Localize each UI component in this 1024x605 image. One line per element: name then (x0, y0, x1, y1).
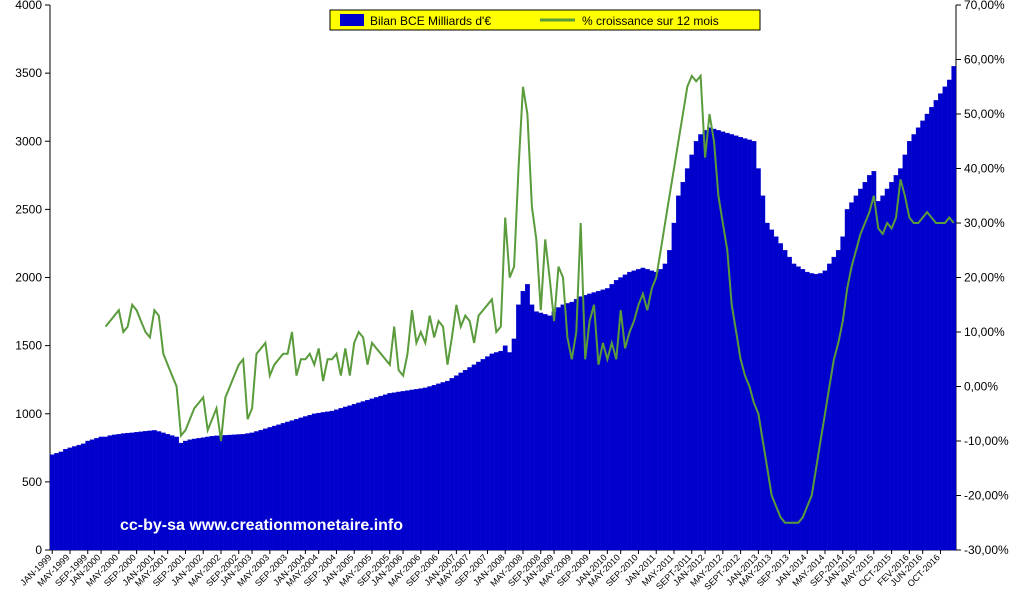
y-right-tick-label: 20,00% (964, 271, 1005, 285)
attribution-text: cc-by-sa www.creationmonetaire.info (120, 517, 403, 534)
chart-svg: 0 500 1000 1500 2000 2500 3000 3500 4000 -30,00% -… (0, 0, 1024, 605)
legend-swatch-bar (340, 14, 364, 26)
y-right-tick-label: 70,00% (964, 0, 1005, 12)
y-left-tick-label: 1500 (15, 339, 42, 353)
y-right-tick-label: -30,00% (964, 543, 1009, 557)
y-left-tick-label: 3500 (15, 66, 42, 80)
y-right-tick-label: 50,00% (964, 107, 1005, 121)
y-left-tick-label: 0 (35, 543, 42, 557)
y-left-tick-label: 2000 (15, 271, 42, 285)
y-right-tick-label: -10,00% (964, 434, 1009, 448)
legend-label-line: % croissance sur 12 mois (582, 14, 719, 28)
legend-label-bar: Bilan BCE Milliards d'€ (370, 14, 491, 28)
y-left-tick-label: 500 (22, 475, 42, 489)
y-right-tick-label: 40,00% (964, 162, 1005, 176)
y-right-tick-label: 0,00% (964, 380, 998, 394)
y-left-tick-label: 2500 (15, 202, 42, 216)
y-right-tick-label: 60,00% (964, 53, 1005, 67)
y-left-tick-label: 1000 (15, 407, 42, 421)
y-right-tick-label: -20,00% (964, 489, 1009, 503)
y-right-tick-label: 10,00% (964, 325, 1005, 339)
y-right-tick-label: 30,00% (964, 216, 1005, 230)
chart-container: 0 500 1000 1500 2000 2500 3000 3500 4000 -30,00% -… (0, 0, 1024, 605)
y-left-tick-label: 4000 (15, 0, 42, 12)
y-left-tick-label: 3000 (15, 134, 42, 148)
